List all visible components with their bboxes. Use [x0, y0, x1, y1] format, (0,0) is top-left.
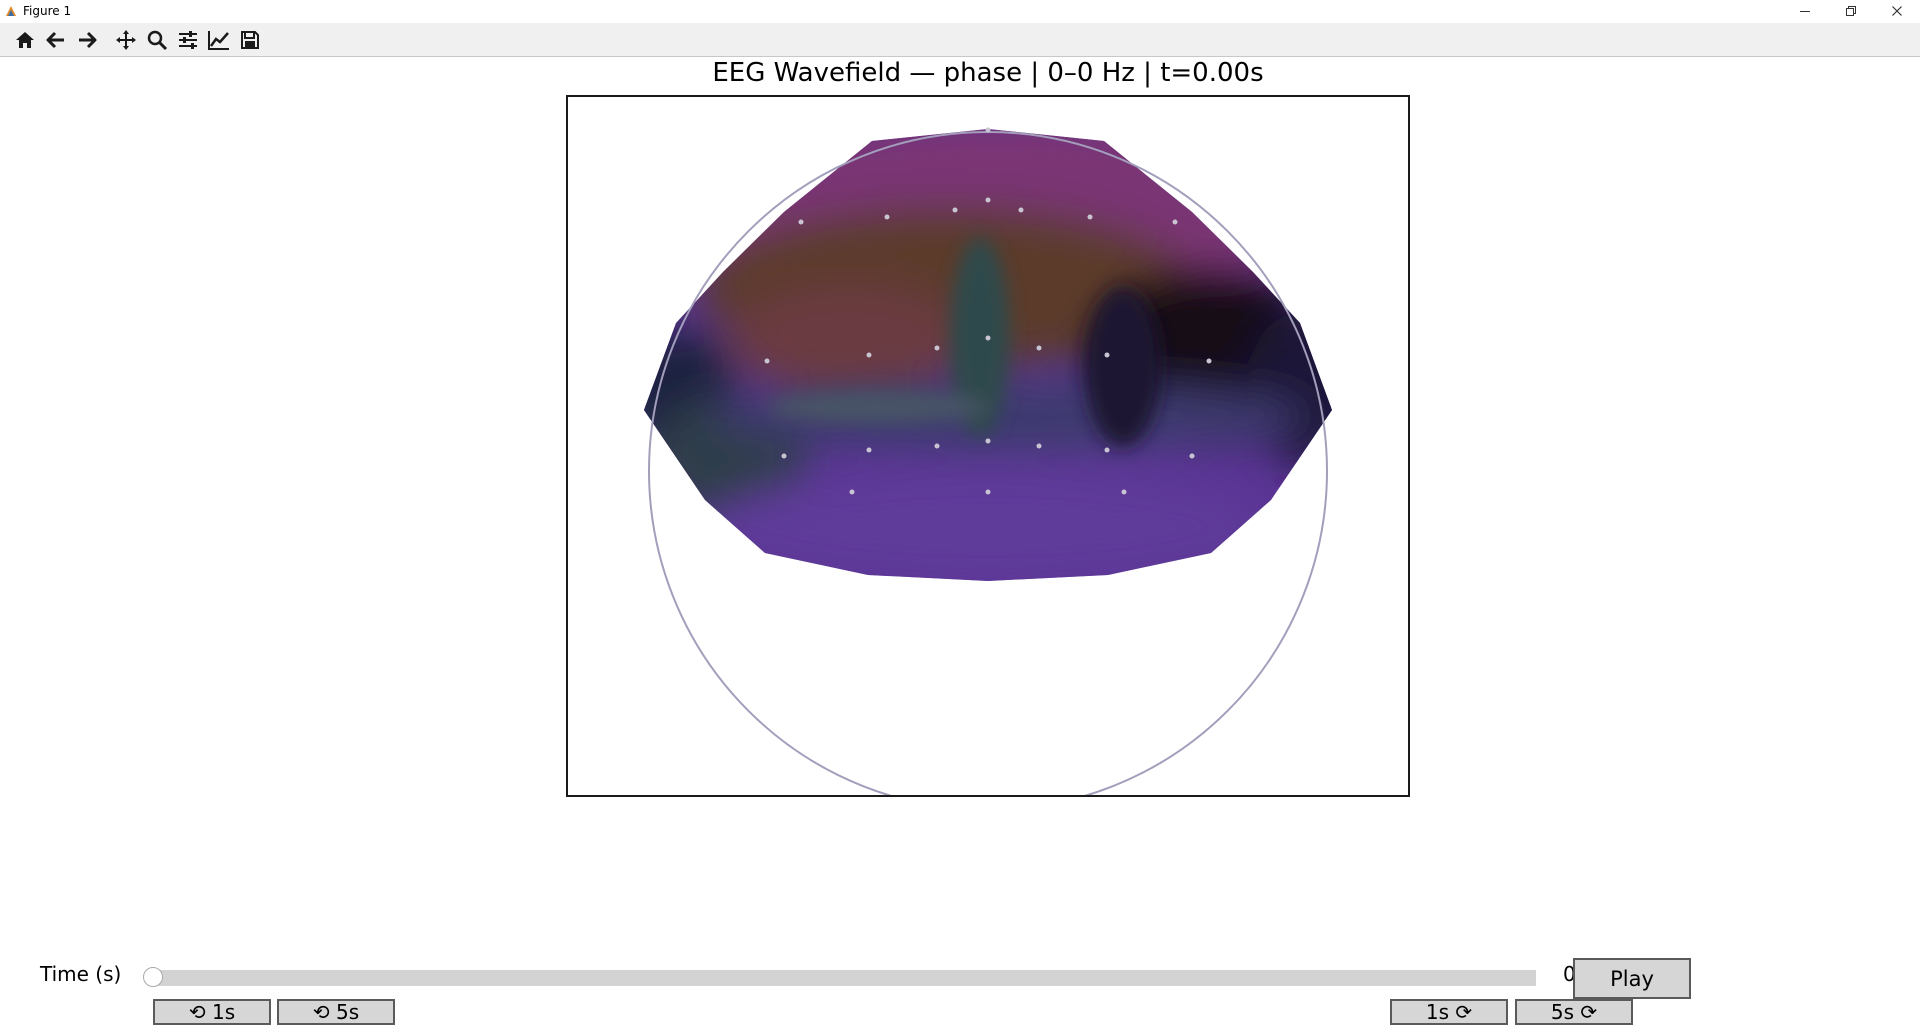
forward-arrow-icon[interactable]: [72, 25, 101, 54]
time-slider-label: Time (s): [40, 962, 122, 986]
close-icon[interactable]: [1874, 0, 1920, 22]
wavefield-image: [644, 129, 1332, 581]
minimize-icon[interactable]: [1782, 0, 1828, 22]
subplots-icon[interactable]: [173, 25, 202, 54]
topomap-axes: [566, 95, 1410, 797]
rewind-1s-button[interactable]: ⟲ 1s: [153, 999, 271, 1025]
electrode-markers: [764, 127, 1212, 495]
navigation-toolbar: [0, 23, 1920, 57]
window-title: Figure 1: [23, 4, 72, 18]
time-slider-track[interactable]: [153, 970, 1536, 986]
time-slider-value: 0: [1563, 962, 1573, 986]
window-titlebar: Figure 1: [0, 0, 1920, 22]
rewind-5s-button[interactable]: ⟲ 5s: [277, 999, 395, 1025]
eeg-topomap: [644, 127, 1332, 795]
time-slider-handle[interactable]: [143, 967, 163, 987]
zoom-icon[interactable]: [142, 25, 171, 54]
save-icon[interactable]: [235, 25, 264, 54]
pan-icon[interactable]: [111, 25, 140, 54]
back-arrow-icon[interactable]: [41, 25, 70, 54]
play-button[interactable]: Play: [1573, 958, 1691, 999]
forward-5s-button[interactable]: 5s ⟳: [1515, 999, 1633, 1025]
matplotlib-app-icon: [4, 4, 18, 18]
figure-title: EEG Wavefield — phase | 0–0 Hz | t=0.00s: [712, 58, 1264, 88]
home-icon[interactable]: [10, 25, 39, 54]
forward-1s-button[interactable]: 1s ⟳: [1390, 999, 1508, 1025]
edit-axes-icon[interactable]: [204, 25, 233, 54]
restore-icon[interactable]: [1828, 0, 1874, 22]
